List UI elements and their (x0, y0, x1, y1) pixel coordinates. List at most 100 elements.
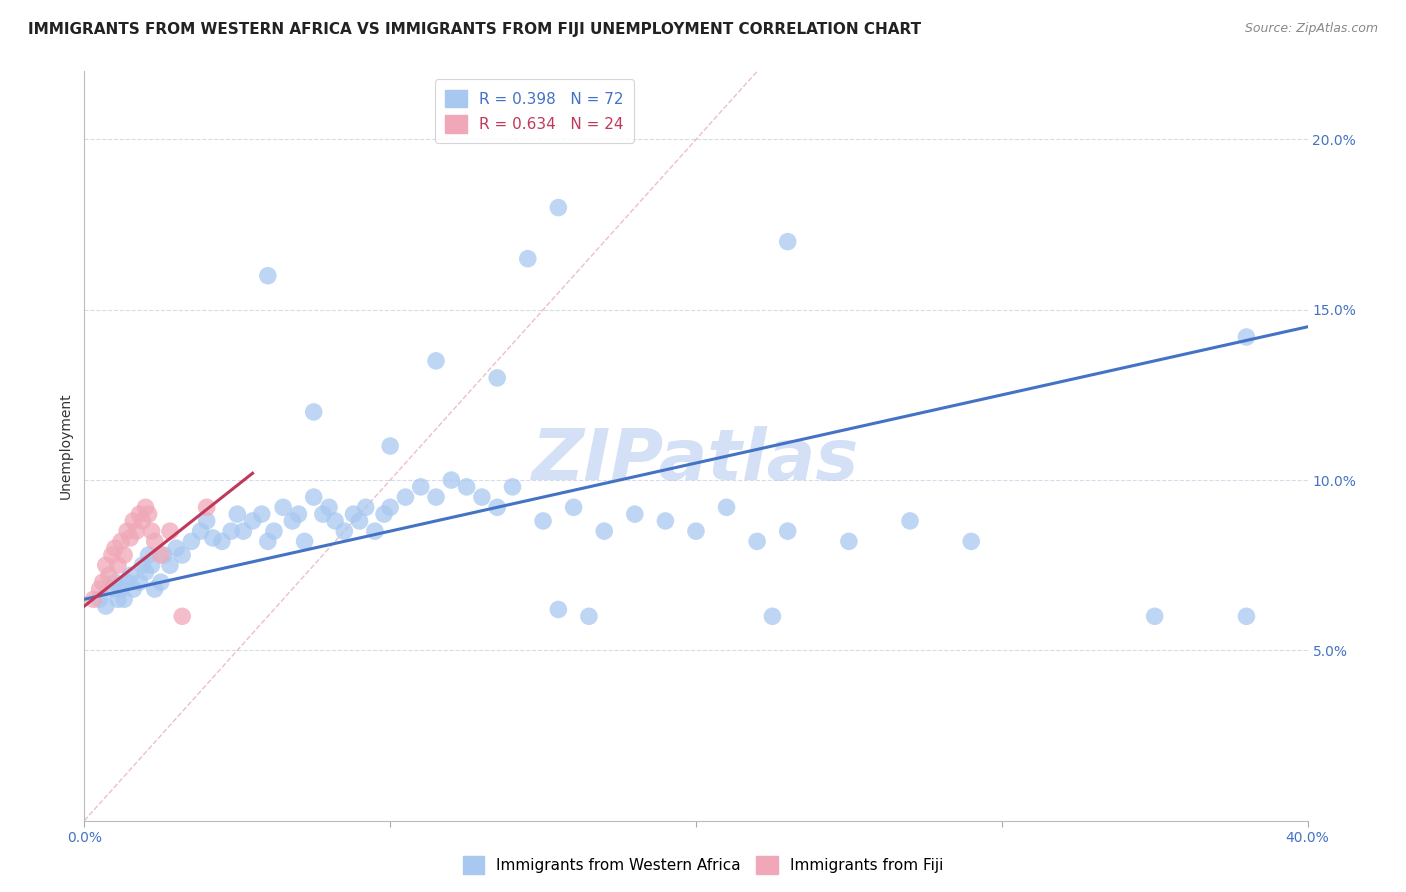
Point (89, 582, 111, 596)
Point (776, 524, 799, 538)
Point (287, 507, 309, 521)
Point (250, 507, 273, 521)
Point (373, 507, 395, 521)
Point (516, 252, 538, 266)
Point (143, 582, 166, 596)
Point (101, 548, 124, 562)
Legend: R = 0.398   N = 72, R = 0.634   N = 24: R = 0.398 N = 72, R = 0.634 N = 24 (434, 79, 634, 144)
Point (294, 534, 316, 549)
Point (486, 500, 509, 515)
Point (349, 514, 371, 528)
Point (257, 534, 280, 549)
Point (323, 514, 346, 528)
Point (342, 507, 364, 521)
Point (440, 473, 463, 487)
Point (91, 575, 114, 590)
Point (110, 582, 132, 596)
Point (115, 524, 138, 538)
Point (654, 514, 676, 528)
Point (195, 500, 218, 515)
Point (128, 507, 150, 521)
Point (190, 524, 212, 538)
Point (380, 500, 402, 515)
Point (128, 575, 150, 590)
Text: IMMIGRANTS FROM WESTERN AFRICA VS IMMIGRANTS FROM FIJI UNEMPLOYMENT CORRELATION : IMMIGRANTS FROM WESTERN AFRICA VS IMMIGR… (28, 22, 921, 37)
Point (302, 490, 325, 504)
Point (898, 514, 921, 528)
Point (838, 534, 860, 549)
Point (89, 592, 111, 607)
Point (131, 558, 153, 573)
Point (135, 500, 157, 515)
Point (159, 524, 181, 538)
Point (104, 541, 127, 556)
Point (165, 541, 187, 556)
Point (83, 592, 105, 607)
Point (409, 480, 432, 494)
Point (112, 548, 135, 562)
Point (318, 500, 340, 515)
Point (172, 548, 194, 562)
Point (456, 480, 478, 494)
Point (107, 592, 129, 607)
Point (547, 602, 569, 616)
Point (115, 575, 138, 590)
Point (716, 500, 738, 515)
Point (271, 500, 294, 515)
Point (354, 500, 377, 515)
Point (138, 507, 160, 521)
Y-axis label: Unemployment: Unemployment (59, 392, 73, 500)
Point (547, 201, 569, 215)
Point (211, 534, 233, 549)
Point (263, 524, 285, 538)
Point (562, 500, 585, 515)
Point (226, 507, 249, 521)
Point (776, 235, 799, 249)
Point (122, 582, 145, 596)
Point (624, 507, 647, 521)
Point (94, 599, 117, 613)
Point (97, 568, 120, 582)
Point (141, 524, 163, 538)
Point (180, 534, 202, 549)
Text: ZIPatlas: ZIPatlas (533, 426, 859, 495)
Point (159, 558, 181, 573)
Point (120, 531, 142, 545)
Point (593, 524, 616, 538)
Point (101, 582, 124, 596)
Legend: Immigrants from Western Africa, Immigrants from Fiji: Immigrants from Western Africa, Immigran… (457, 850, 949, 880)
Point (242, 514, 264, 528)
Point (201, 531, 224, 545)
Point (578, 609, 600, 624)
Point (195, 514, 218, 528)
Point (257, 268, 280, 283)
Point (394, 490, 416, 504)
Point (471, 490, 494, 504)
Point (104, 575, 127, 590)
Point (761, 609, 783, 624)
Point (302, 405, 325, 419)
Point (120, 568, 142, 582)
Text: Source: ZipAtlas.com: Source: ZipAtlas.com (1244, 22, 1378, 36)
Point (141, 558, 163, 573)
Point (364, 524, 387, 538)
Point (380, 439, 402, 453)
Point (232, 524, 254, 538)
Point (153, 548, 176, 562)
Point (131, 514, 153, 528)
Point (172, 609, 194, 624)
Point (149, 548, 172, 562)
Point (425, 354, 447, 368)
Point (1143, 609, 1166, 624)
Point (1236, 330, 1258, 344)
Point (960, 534, 983, 549)
Point (425, 490, 447, 504)
Point (219, 524, 242, 538)
Point (502, 480, 524, 494)
Point (486, 371, 509, 385)
Point (531, 514, 554, 528)
Point (107, 558, 129, 573)
Point (281, 514, 304, 528)
Point (122, 514, 145, 528)
Point (747, 534, 769, 549)
